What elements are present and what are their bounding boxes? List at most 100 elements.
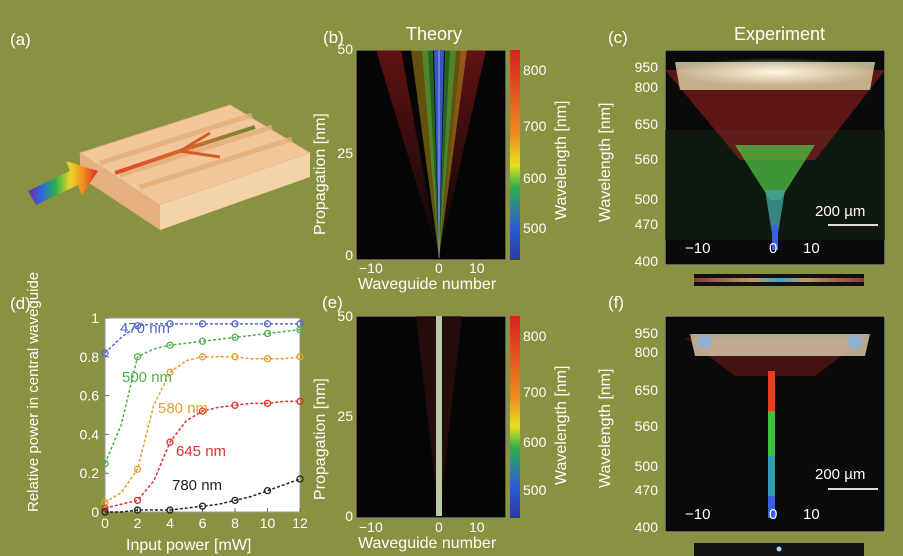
chart-data-point xyxy=(133,353,142,361)
chart-xtick-label: 0 xyxy=(101,515,109,531)
exp-c-ytick-800: 800 xyxy=(634,79,658,95)
chart-data-point xyxy=(101,504,109,512)
theory-e-ytick-50: 50 xyxy=(337,308,353,324)
chart-series-label: 580 nm xyxy=(158,400,208,417)
theory-ytick-0: 0 xyxy=(345,247,353,263)
chart-data-point xyxy=(166,341,174,349)
panel-e-label: (e) xyxy=(322,293,343,312)
chart-data-point xyxy=(166,368,174,376)
panel-d-label: (d) xyxy=(10,294,31,313)
theory-propagation-map xyxy=(356,50,506,260)
chart-data-point xyxy=(231,401,239,409)
theory-ytick-25: 25 xyxy=(337,145,353,161)
exp-c-ytick-470: 470 xyxy=(634,216,658,232)
chart-data-point xyxy=(166,506,174,514)
chart-xtick-label: 2 xyxy=(134,515,142,531)
theory-e-ytick-25: 25 xyxy=(337,408,353,424)
chart-series-line xyxy=(105,478,301,513)
chart-data-point xyxy=(296,353,304,361)
chart-ytick-label: 0.4 xyxy=(80,426,100,442)
theory-colorbar xyxy=(510,50,520,260)
chart-ylabel: Relative power in central waveguide xyxy=(25,271,42,512)
chart-data-point xyxy=(231,320,239,328)
theory-e-xlabel: Waveguide number xyxy=(358,535,497,552)
chart-data-point xyxy=(263,399,272,408)
chart-data-point xyxy=(296,475,304,483)
chart-plot-area xyxy=(104,317,301,513)
cbar-e-700: 700 xyxy=(523,384,547,400)
cbar-b-700: 700 xyxy=(523,118,547,134)
chart-data-point xyxy=(198,353,207,361)
exp-f-ytick-470: 470 xyxy=(634,482,658,498)
chart-data-point xyxy=(133,506,142,514)
theory-colorbar-label: Wavelength [nm] xyxy=(553,100,570,220)
chart-series-label: 780 nm xyxy=(172,477,222,494)
theory-xtick-m10: −10 xyxy=(359,260,383,276)
chart-data-point xyxy=(231,496,239,505)
theory-e-propagation-map xyxy=(356,316,506,518)
exp-f-ytick-950: 950 xyxy=(634,325,658,341)
chart-series-line xyxy=(104,356,301,503)
cbar-e-800: 800 xyxy=(523,328,547,344)
exp-f-ytick-400: 400 xyxy=(634,519,658,535)
panel-b-title: Theory xyxy=(406,24,463,44)
exp-c-scalebar-label: 200 µm xyxy=(815,203,866,220)
chart-series-line xyxy=(104,400,300,509)
experiment-f-ylabel: Wavelength [nm] xyxy=(597,368,614,488)
chart-ytick-label: 0.8 xyxy=(80,349,100,365)
chart-ytick-label: 1 xyxy=(91,310,99,326)
chart-series-line xyxy=(104,328,301,464)
chart-data-point xyxy=(166,438,174,446)
chart-series-line xyxy=(104,323,300,354)
chart-xtick-label: 4 xyxy=(166,515,174,531)
exp-c-ytick-950: 950 xyxy=(634,59,658,75)
chart-data-point xyxy=(198,320,207,328)
exp-f-scalebar xyxy=(828,488,878,490)
exp-f-scalebar-label: 200 µm xyxy=(815,466,866,483)
experiment-c-ylabel: Wavelength [nm] xyxy=(597,102,614,222)
theory-e-colorbar xyxy=(510,316,520,518)
cbar-b-800: 800 xyxy=(523,62,547,78)
chart-data-point xyxy=(198,502,207,510)
theory-e-colorbar-label: Wavelength [nm] xyxy=(553,365,570,485)
exp-f-xtick-10: 10 xyxy=(803,506,820,523)
exp-f-ytick-800: 800 xyxy=(634,344,658,360)
theory-e-ylabel: Propagation [nm] xyxy=(312,378,329,500)
theory-e-xtick-m10: −10 xyxy=(359,519,383,535)
exp-f-xtick-0: 0 xyxy=(769,506,778,523)
chart-xtick-label: 8 xyxy=(231,515,239,531)
exp-c-xtick-0: 0 xyxy=(769,240,778,257)
experiment-c-image xyxy=(665,50,885,265)
chart-ytick-label: 0.6 xyxy=(80,388,100,404)
chart-xtick-label: 6 xyxy=(199,515,207,531)
exp-f-ytick-650: 650 xyxy=(634,382,658,398)
chart-data-point xyxy=(133,496,142,505)
chart-ytick-label: 0 xyxy=(91,504,99,520)
theory-xtick-0: 0 xyxy=(435,260,443,276)
waveguide-chip-illustration xyxy=(28,104,312,230)
cbar-b-500: 500 xyxy=(523,220,547,236)
chart-data-point xyxy=(166,320,174,328)
chart-data-point xyxy=(231,353,239,361)
panel-c-label: (c) xyxy=(608,28,628,47)
chart-series-label: 645 nm xyxy=(176,443,226,460)
chart-data-point xyxy=(133,465,142,473)
exp-f-ytick-500: 500 xyxy=(634,458,658,474)
theory-xlabel: Waveguide number xyxy=(358,276,497,293)
cbar-b-600: 600 xyxy=(523,170,547,186)
panel-b-label: (b) xyxy=(323,28,344,47)
chart-xlabel: Input power [mW] xyxy=(126,537,252,554)
theory-xtick-10: 10 xyxy=(469,260,485,276)
exp-c-ytick-560: 560 xyxy=(634,151,658,167)
exp-f-ytick-560: 560 xyxy=(634,418,658,434)
chart-data-point xyxy=(263,355,272,363)
panel-f-label: (f) xyxy=(608,293,625,312)
exp-c-xtick-10: 10 xyxy=(803,240,820,257)
chart-series-label: 470 nm xyxy=(120,320,170,337)
chart-data-point xyxy=(198,407,207,415)
theory-e-xtick-0: 0 xyxy=(435,519,443,535)
experiment-f-strip xyxy=(694,543,864,556)
experiment-f-image xyxy=(665,316,885,532)
cbar-e-500: 500 xyxy=(523,482,547,498)
experiment-c-strip xyxy=(694,274,864,286)
